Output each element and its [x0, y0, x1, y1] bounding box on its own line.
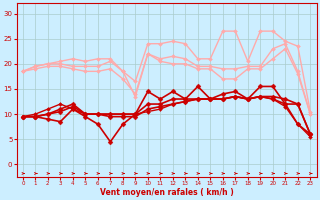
X-axis label: Vent moyen/en rafales ( km/h ): Vent moyen/en rafales ( km/h ) [100, 188, 234, 197]
